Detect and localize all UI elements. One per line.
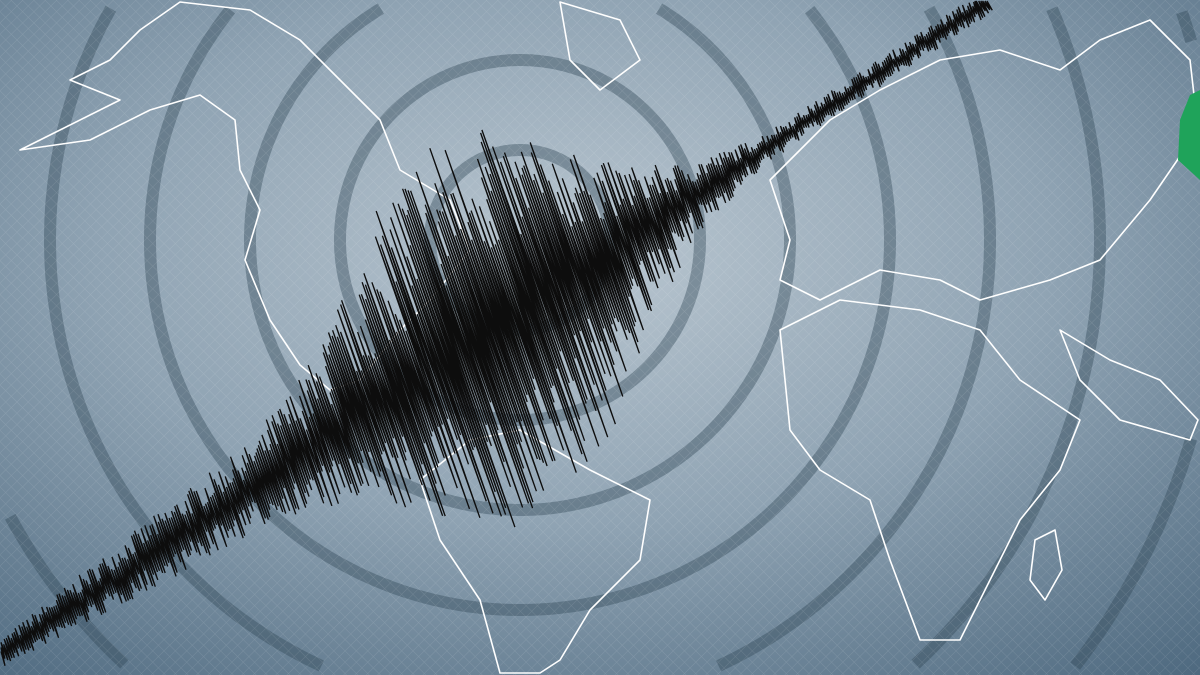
seismograph-wave xyxy=(0,0,993,666)
green-region-marker xyxy=(1178,90,1200,180)
south-america-outline xyxy=(419,429,651,674)
africa-outline xyxy=(779,299,1081,641)
greenland-outline xyxy=(559,1,641,91)
arabia-outline xyxy=(1059,329,1199,441)
seismograph-trace xyxy=(0,0,993,666)
madagascar-outline xyxy=(1029,529,1063,601)
